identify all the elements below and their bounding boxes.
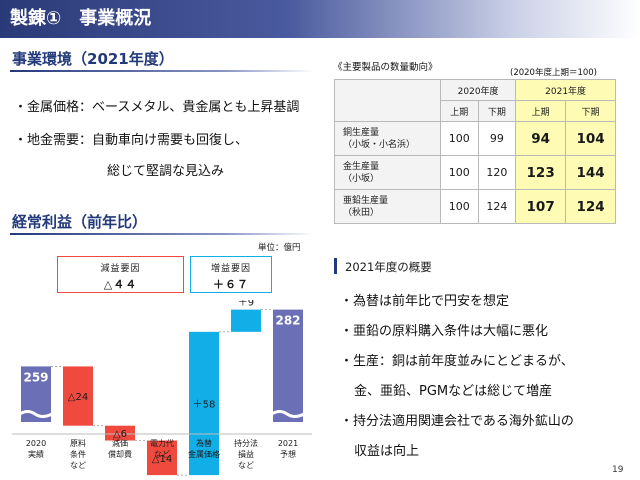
row-label: 亜鉛生産量 （秋田） <box>334 189 441 224</box>
bar-value-label: △24 <box>68 392 88 403</box>
table-cell: 99 <box>477 121 517 156</box>
decrease-factor-box: 減益要因 △４４ <box>57 256 184 293</box>
row-label: 銅生産量 （小坂・小名浜） <box>334 121 441 156</box>
summary-line: ・生産：銅は前年度並みにとどまるが、 <box>340 354 574 369</box>
env-line-demand-cont: 総じて堅調な見込み <box>107 164 225 179</box>
decrease-bar <box>63 366 93 426</box>
increase-factor-value: ＋６７ <box>213 278 249 291</box>
row-label: 金生産量 （小坂） <box>334 155 441 190</box>
env-line-demand: ・地金需要：自動車向け需要も回復し、 <box>14 133 249 148</box>
row-label-main: 銅生産量 <box>343 127 380 138</box>
category-label: 条件 <box>70 449 86 459</box>
table-cell: 144 <box>565 155 616 190</box>
half-header: 下期 <box>477 100 517 122</box>
bar-value-label: 282 <box>275 314 300 328</box>
summary-line: 収益は向上 <box>354 444 420 459</box>
table-cell: 100 <box>440 121 479 156</box>
row-label-main: 亜鉛生産量 <box>343 195 389 206</box>
bar-value-label: 259 <box>23 370 48 384</box>
axis-break-mark <box>271 410 305 418</box>
increase-factor-title: 増益要因 <box>210 264 251 274</box>
category-label: 電力代 <box>150 438 174 448</box>
year-header-2021: 2021年度 <box>515 79 616 101</box>
table-cell: 124 <box>565 189 616 224</box>
table-title: 《主要製品の数量動向》 <box>333 62 438 73</box>
env-heading: 事業環境（2021年度） <box>12 50 174 68</box>
category-label: 減価 <box>112 438 128 448</box>
increase-bar <box>231 309 261 332</box>
profit-heading: 経常利益（前年比） <box>12 213 148 231</box>
table-cell: 123 <box>515 155 567 190</box>
category-label: など <box>70 461 86 470</box>
decrease-bar <box>147 440 177 476</box>
half-header: 上期 <box>440 100 479 122</box>
table-cell: 100 <box>440 189 479 224</box>
axis-break-mark <box>19 410 53 418</box>
row-label-sub: （小坂・小名浜） <box>343 139 416 150</box>
decrease-bar <box>105 425 135 441</box>
bar-value-label: △14 <box>152 454 172 465</box>
table-corner <box>334 79 441 122</box>
slide-title: 製錬① 事業概況 <box>0 0 640 38</box>
env-heading-underline <box>10 70 315 72</box>
table-note: (2020年度上期＝100) <box>510 68 597 78</box>
half-header: 下期 <box>565 100 616 122</box>
category-label: 金属価格 <box>188 449 220 459</box>
bar-value-label: △6 <box>113 429 127 440</box>
production-table: 2020年度 2021年度 上期 下期 上期 下期 銅生産量 （小坂・小名浜） … <box>334 79 616 224</box>
category-label: 持分法 <box>234 438 258 448</box>
summary-line: ・持分法適用関連会社である海外鉱山の <box>340 414 574 429</box>
category-label: 償却費 <box>108 449 132 459</box>
row-label-sub: （秋田） <box>343 207 380 218</box>
year-header-2020: 2020年度 <box>439 79 517 101</box>
row-label-main: 金生産量 <box>343 161 380 172</box>
half-header: 上期 <box>515 100 567 122</box>
summary-line: 金、亜鉛、PGMなどは総じて増産 <box>354 384 553 399</box>
profit-heading-underline <box>10 233 315 235</box>
category-label: 損益 <box>238 449 254 459</box>
table-cell: 100 <box>440 155 479 190</box>
unit-label: 単位：億円 <box>258 243 301 253</box>
summary-accent-bar <box>334 258 337 274</box>
category-label: など <box>238 461 254 470</box>
table-row-copper: 銅生産量 （小坂・小名浜） 100 99 94 104 <box>334 121 616 156</box>
row-label-sub: （小坂） <box>343 173 380 184</box>
page-number: 19 <box>612 465 624 475</box>
bar-value-label: ＋58 <box>193 399 216 410</box>
table-cell: 107 <box>515 189 567 224</box>
decrease-factor-title: 減益要因 <box>100 264 141 274</box>
summary-title: 2021年度の概要 <box>345 260 432 274</box>
env-line-metal-price: ・金属価格：ベースメタル、貴金属とも上昇基調 <box>14 100 300 115</box>
table-cell: 94 <box>515 121 567 156</box>
summary-line: ・亜鉛の原料購入条件は大幅に悪化 <box>340 324 549 339</box>
category-label: など <box>154 450 170 459</box>
decrease-factor-value: △４４ <box>103 278 138 291</box>
category-label: 為替 <box>196 438 212 448</box>
table-cell: 124 <box>477 189 517 224</box>
category-label: 予想 <box>280 449 296 459</box>
category-label: 実績 <box>28 449 44 459</box>
increase-bar <box>189 331 219 476</box>
bar-value-label: ＋9 <box>238 300 254 309</box>
category-label: 2020 <box>26 439 46 448</box>
table-cell: 104 <box>565 121 616 156</box>
table-row-zinc: 亜鉛生産量 （秋田） 100 124 107 124 <box>334 189 616 224</box>
total-bar <box>273 309 303 422</box>
increase-factor-box: 増益要因 ＋６７ <box>190 256 272 293</box>
table-row-gold: 金生産量 （小坂） 100 120 123 144 <box>334 155 616 190</box>
summary-line: ・為替は前年比で円安を想定 <box>340 294 510 309</box>
table-cell: 120 <box>477 155 517 190</box>
category-label: 原料 <box>70 438 86 448</box>
category-label: 2021 <box>278 439 298 448</box>
